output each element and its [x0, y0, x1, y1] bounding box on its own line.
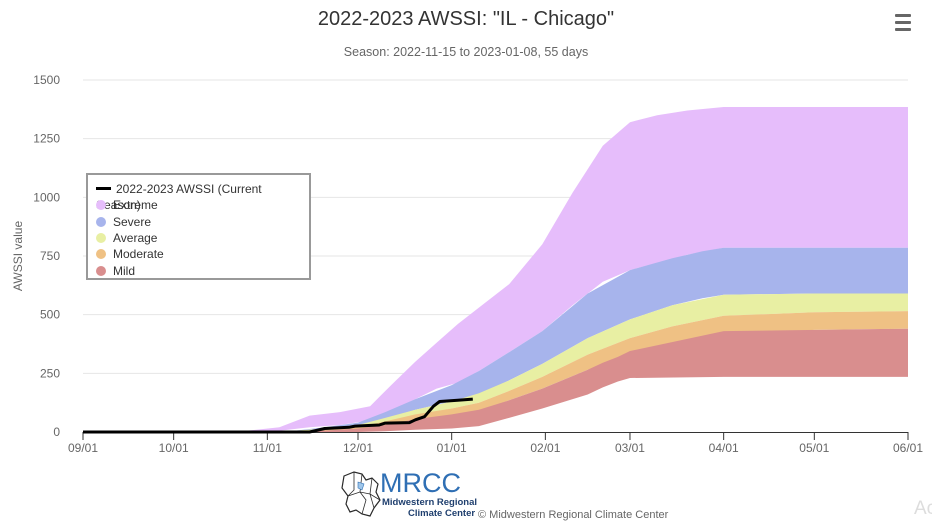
- legend-label: Severe: [113, 214, 152, 229]
- legend-swatch: [96, 200, 106, 211]
- y-tick-label: 250: [40, 366, 60, 380]
- legend-swatch: [96, 216, 106, 227]
- legend-item[interactable]: 2022-2023 AWSSI (Current Season): [96, 181, 309, 212]
- legend-swatch: [96, 232, 106, 243]
- x-tick-label: 10/01: [159, 441, 189, 455]
- y-tick-label: 500: [40, 308, 60, 322]
- band-extreme: [83, 107, 908, 432]
- legend-label: Mild: [113, 263, 136, 278]
- x-tick-label: 05/01: [799, 441, 829, 455]
- y-tick-label: 0: [53, 425, 60, 439]
- chart-legend: 2022-2023 AWSSI (Current Season) Extreme S…: [86, 173, 311, 280]
- credit-text: © Midwestern Regional Climate Center: [478, 509, 669, 521]
- logo-line-1: Midwestern Regional: [382, 497, 478, 508]
- chart-subtitle: Season: 2022-11-15 to 2023-01-08, 55 day…: [343, 45, 589, 59]
- legend-item[interactable]: Mild: [96, 263, 135, 279]
- chart-title: 2022-2023 AWSSI: "IL - Chicago": [317, 8, 615, 30]
- legend-label: 2022-2023 AWSSI (Current Season): [96, 182, 262, 212]
- legend-item[interactable]: Severe: [96, 214, 151, 230]
- logo-line-2: Climate Center: [408, 508, 476, 519]
- hamburger-menu-icon[interactable]: [893, 14, 917, 36]
- menu-bar: [895, 14, 911, 17]
- mrcc-logo-map-icon: [341, 471, 381, 517]
- mrcc-logo: MRCC Midwestern Regional Climate Center: [380, 468, 478, 520]
- series-line-current-season: [83, 397, 473, 434]
- x-tick-label: 02/01: [530, 441, 560, 455]
- x-tick-label: 03/01: [615, 441, 645, 455]
- x-tick-label: 11/01: [253, 441, 282, 455]
- legend-label: Extreme: [113, 198, 158, 213]
- watermark-text: Ac: [914, 498, 932, 519]
- y-tick-label: 1500: [33, 73, 60, 87]
- y-tick-label: 1250: [33, 132, 60, 146]
- menu-bar: [895, 21, 911, 24]
- y-tick-label: 750: [40, 249, 60, 263]
- y-axis-label: AWSSI value: [11, 221, 25, 292]
- y-tick-label: 1000: [33, 190, 60, 204]
- legend-item[interactable]: Extreme: [96, 197, 158, 213]
- x-tick-label: 06/01: [893, 441, 923, 455]
- band-moderate: [83, 311, 908, 432]
- legend-label: Average: [113, 230, 158, 245]
- band-severe: [83, 247, 908, 432]
- logo-title: MRCC: [380, 468, 461, 498]
- legend-label: Moderate: [113, 247, 164, 262]
- band-areas: [83, 107, 908, 432]
- band-average: [83, 293, 908, 432]
- legend-item[interactable]: Moderate: [96, 246, 164, 262]
- series-lines: [83, 397, 473, 434]
- x-tick-label: 04/01: [709, 441, 739, 455]
- legend-line-marker: [96, 187, 111, 190]
- band-mild: [83, 328, 908, 432]
- x-tick-label: 09/01: [68, 441, 98, 455]
- legend-swatch: [96, 265, 106, 276]
- legend-swatch: [96, 249, 106, 260]
- axes: 0 250 500 750 1000 1250 1500 09/01 10/01 11/01 12/…: [33, 73, 923, 455]
- x-tick-label: 01/01: [437, 441, 467, 455]
- x-tick-label: 12/01: [343, 441, 373, 455]
- menu-bar: [895, 28, 911, 31]
- legend-item[interactable]: Average: [96, 230, 157, 246]
